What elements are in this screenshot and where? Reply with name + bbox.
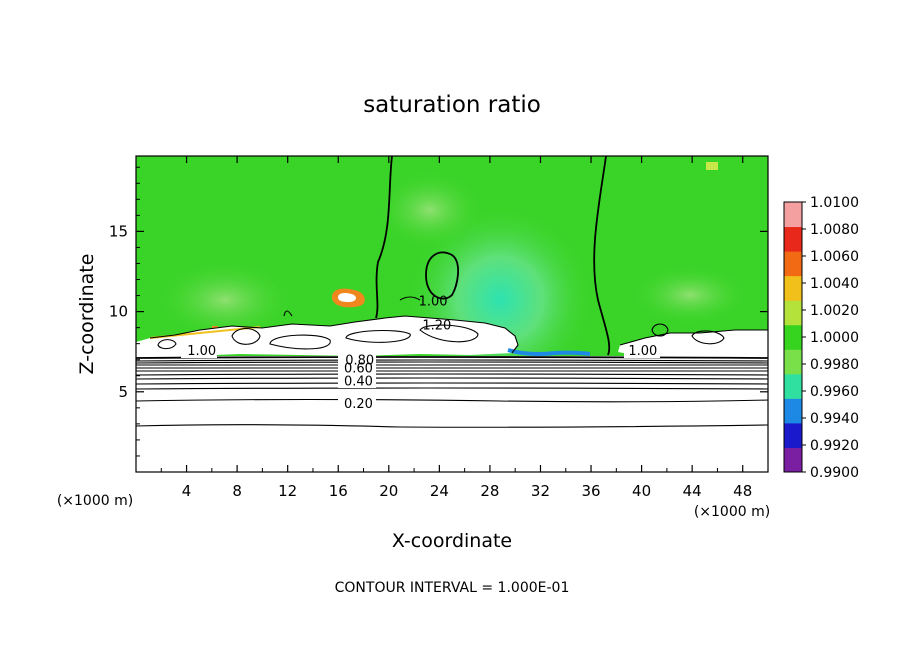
supersaturated-core xyxy=(338,292,356,302)
stable-layer xyxy=(136,356,768,472)
x-axis-label: X-coordinate xyxy=(392,530,512,552)
colorbar-tick-label: 0.9960 xyxy=(810,384,859,400)
y-tick-label: 10 xyxy=(109,303,128,321)
colorbar-tick-label: 0.9940 xyxy=(810,411,859,427)
y-tick-label: 5 xyxy=(118,383,128,401)
contour-label: 0.60 xyxy=(344,362,373,377)
contour-interval-note: CONTOUR INTERVAL = 1.000E-01 xyxy=(335,580,570,596)
x-tick-label: 48 xyxy=(733,482,752,500)
colorbar-swatch xyxy=(784,226,802,252)
colorbar-swatch xyxy=(784,275,802,301)
label-bg xyxy=(338,374,376,388)
cloud-edge-blue xyxy=(507,348,591,356)
subsaturated-patch xyxy=(155,260,295,340)
x-tick-label: 36 xyxy=(581,482,600,500)
colorbar-tick-label: 1.0080 xyxy=(810,222,859,238)
colorbar-swatch xyxy=(784,202,802,228)
contour-label: 1.00 xyxy=(419,294,448,309)
label-bg xyxy=(181,345,217,358)
x-tick-label: 12 xyxy=(278,482,297,500)
contour-label: 0.20 xyxy=(344,397,373,412)
plot-area xyxy=(136,156,768,472)
label-bg xyxy=(624,345,660,358)
colorbar-swatch xyxy=(784,349,802,375)
colorbar-swatch xyxy=(784,324,802,350)
colorbar-tick-label: 0.9900 xyxy=(810,465,859,481)
colorbar-tick-label: 1.0020 xyxy=(810,303,859,319)
label-bg xyxy=(338,394,376,408)
chart-title: saturation ratio xyxy=(363,92,541,118)
colorbar-tick-label: 1.0100 xyxy=(810,195,859,211)
contour-label: 0.40 xyxy=(344,375,373,390)
x-tick-label: 16 xyxy=(329,482,348,500)
colorbar-swatch xyxy=(784,300,802,326)
x-axis-ticks: 4 8 12 16 20 24 28 32 36 40 44 48 xyxy=(160,156,752,500)
colorbar-tick-label: 0.9920 xyxy=(810,438,859,454)
contour-label: 1.00 xyxy=(628,344,657,359)
x-axis-unit-right: (×1000 m) xyxy=(694,504,770,520)
y-axis-label: Z-coordinate xyxy=(76,254,98,375)
contour-label: 1.20 xyxy=(422,318,451,333)
colorbar: 0.9900 0.9920 0.9940 0.9960 0.9980 1.0000 1.00… xyxy=(783,195,859,481)
x-tick-label: 32 xyxy=(531,482,550,500)
plot-frame xyxy=(135,155,769,473)
colorbar-tick-label: 1.0040 xyxy=(810,276,859,292)
y-tick-label: 15 xyxy=(109,222,128,240)
x-tick-label: 28 xyxy=(480,482,499,500)
colorbar-swatch xyxy=(784,422,802,448)
y-axis-ticks: 5 10 15 xyxy=(109,166,768,457)
supersaturated-spot xyxy=(706,162,718,170)
colorbar-swatch xyxy=(784,398,802,424)
colorbar-tick-label: 1.0060 xyxy=(810,249,859,265)
contour-labels: 1.00 1.00 1.20 0.800.600.40 0.20 1.00 xyxy=(187,294,657,412)
label-bg xyxy=(338,362,376,376)
colorbar-tick-label: 1.0000 xyxy=(810,330,859,346)
colorbar-swatch xyxy=(784,373,802,399)
upper-patch xyxy=(375,170,485,250)
x-tick-label: 8 xyxy=(232,482,242,500)
contour-label: 1.00 xyxy=(187,344,216,359)
x-tick-label: 20 xyxy=(379,482,398,500)
colorbar-swatch xyxy=(784,251,802,277)
colorbar-swatch xyxy=(784,447,802,473)
x-axis-unit-left: (×1000 m) xyxy=(57,493,133,509)
colorbar-tick-label: 0.9980 xyxy=(810,357,859,373)
x-tick-label: 44 xyxy=(683,482,702,500)
x-tick-label: 4 xyxy=(182,482,192,500)
subsaturated-patch xyxy=(630,265,750,325)
x-tick-label: 24 xyxy=(430,482,449,500)
contour-label: 0.80 xyxy=(345,354,374,369)
contour-lines xyxy=(136,156,768,428)
x-tick-label: 40 xyxy=(632,482,651,500)
